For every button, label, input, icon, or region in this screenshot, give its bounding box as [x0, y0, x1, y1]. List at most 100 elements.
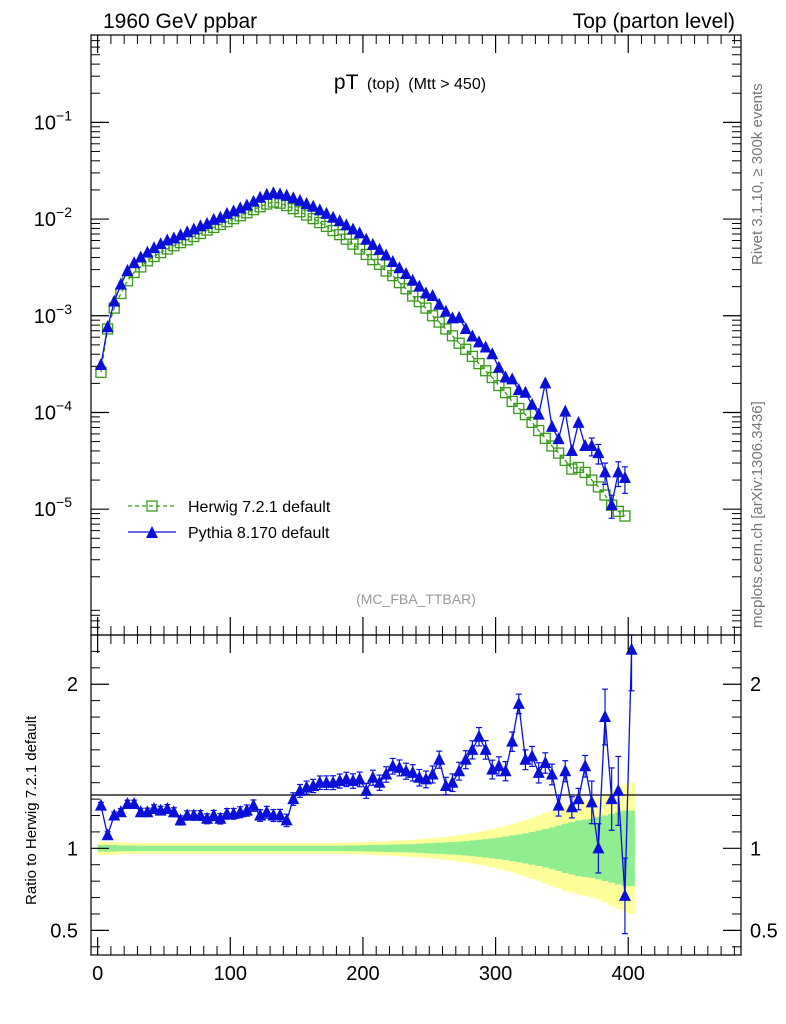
ratio-point	[486, 762, 499, 775]
ratio-series	[94, 634, 638, 935]
main-herwig-point	[506, 395, 518, 408]
main-herwig-point	[519, 408, 532, 421]
ratio-ytick-label: 1	[67, 838, 78, 860]
main-herwig-point	[387, 269, 399, 282]
main-herwig-point	[400, 283, 412, 295]
band-inner	[97, 810, 635, 887]
xtick-label: 400	[612, 963, 645, 985]
main-pythia-point	[108, 294, 121, 307]
main-pythia-point	[618, 471, 631, 484]
main-herwig-point	[413, 295, 425, 308]
main-pythia-point	[340, 218, 353, 231]
main-pythia-point	[154, 237, 167, 250]
main-herwig-point	[552, 447, 565, 459]
ratio-point	[539, 756, 552, 768]
ratio-point	[446, 775, 459, 788]
ratio-ytick-label-right: 0.5	[750, 920, 778, 942]
ratio-point	[426, 767, 439, 780]
main-pythia-point	[320, 206, 333, 219]
main-pythia-point	[240, 198, 253, 211]
main-herwig-point	[526, 416, 538, 429]
main-herwig-point	[579, 466, 591, 479]
main-pythia-point	[426, 289, 439, 302]
ratio-point	[94, 798, 107, 811]
main-pythia-point	[545, 419, 558, 432]
main-herwig-point	[320, 220, 333, 233]
ratio-point	[492, 759, 505, 772]
legend-herwig-label: Herwig 7.2.1 default	[188, 499, 331, 516]
ratio-point	[406, 765, 419, 778]
ratio-point	[572, 792, 585, 805]
ratio-point	[366, 770, 379, 783]
main-herwig-point	[499, 387, 512, 399]
main-pythia-point	[539, 376, 552, 389]
ratio-point	[293, 783, 306, 796]
main-herwig-point	[586, 474, 598, 486]
ratio-point	[260, 805, 273, 818]
ratio-point	[393, 760, 406, 773]
ratio-point	[612, 783, 625, 796]
main-pythia-point	[360, 232, 373, 245]
main-herwig-point	[393, 276, 406, 289]
ratio-point	[360, 783, 373, 796]
main-pythia-point	[313, 203, 326, 216]
main-herwig-point	[546, 440, 558, 452]
main-pythia-point	[247, 194, 260, 207]
main-pythia-point	[293, 193, 306, 206]
main-herwig-point	[460, 343, 472, 355]
ratio-point	[466, 742, 479, 755]
main-herwig-point	[327, 224, 339, 237]
xtick-label: 200	[346, 963, 379, 985]
main-herwig-point	[453, 337, 465, 349]
ratio-point	[194, 808, 207, 821]
main-pythia-point	[526, 397, 539, 410]
main-pythia-point	[141, 245, 154, 258]
analysis-watermark: (MC_FBA_TTBAR)	[356, 591, 476, 607]
process-label: Top (parton level)	[573, 10, 735, 33]
ratio-ylabel: Ratio to Herwig 7.2.1 default	[23, 715, 40, 905]
ratio-point	[579, 759, 592, 772]
ratio-point	[473, 729, 486, 742]
main-pythia-point	[439, 304, 452, 317]
ratio-point	[373, 775, 386, 788]
ratio-point	[433, 752, 446, 765]
main-pythia-point	[280, 188, 293, 201]
main-pythia-point	[459, 321, 472, 334]
main-herwig-point	[592, 481, 605, 493]
ratio-point	[280, 813, 293, 826]
ratio-uncertainty-band	[97, 782, 635, 914]
title-cut: (Mtt > 450)	[408, 76, 486, 93]
main-pythia-point	[413, 279, 426, 292]
main-ytick-label: 10−3	[34, 301, 72, 328]
main-herwig-point	[314, 216, 326, 229]
main-ytick-label: 10−5	[34, 494, 72, 521]
herwig-series	[95, 196, 631, 522]
ratio-ytick-label-right: 1	[750, 838, 761, 860]
main-panel-frame	[90, 34, 742, 636]
collision-label: 1960 GeV ppbar	[103, 10, 257, 33]
ratio-point	[559, 764, 572, 777]
title-main: pT	[334, 71, 359, 94]
ratio-point	[592, 841, 605, 854]
ratio-point	[419, 772, 432, 785]
ratio-point	[479, 742, 492, 755]
main-pythia-point	[201, 216, 214, 229]
main-pythia-point	[187, 222, 200, 235]
main-herwig-point	[479, 365, 492, 377]
main-pythia-point	[167, 231, 180, 244]
main-herwig-point	[486, 371, 498, 384]
main-pythia-point	[486, 347, 499, 360]
main-y-axis: 10−1 10−2 10−3 10−4 10−5	[34, 34, 741, 636]
main-pythia-point	[585, 439, 598, 452]
main-pythia-point	[406, 273, 419, 286]
ratio-point	[625, 642, 638, 655]
main-herwig-point	[433, 316, 445, 328]
main-ytick-label: 10−1	[34, 107, 72, 134]
ratio-point	[101, 828, 114, 841]
ratio-point	[254, 808, 267, 821]
ratio-point	[545, 767, 558, 780]
ratio-point	[565, 800, 578, 813]
main-pythia-point	[419, 286, 432, 299]
main-pythia-point	[393, 261, 406, 274]
